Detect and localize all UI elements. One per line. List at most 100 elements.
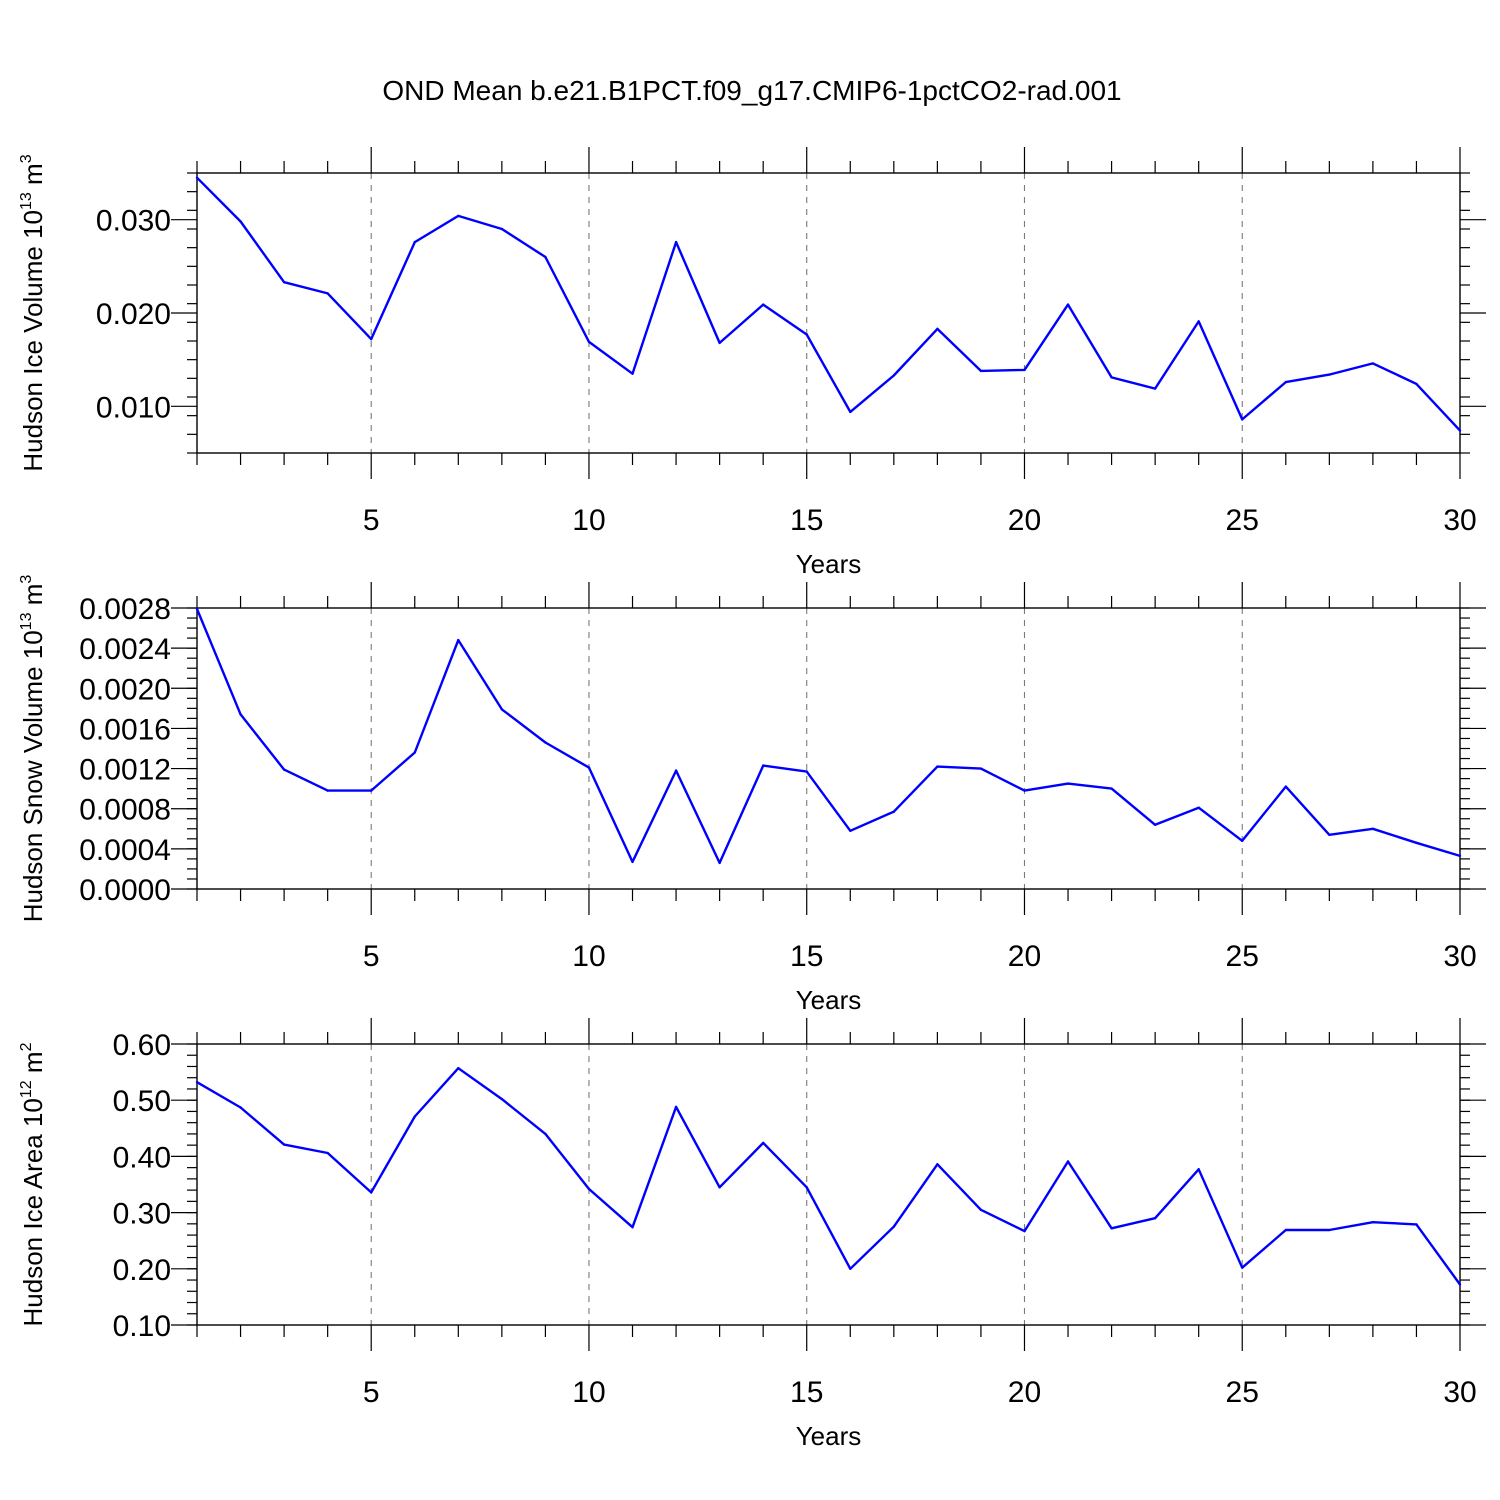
data-point <box>1153 387 1157 390</box>
y-axis-title: Hudson Ice Area 1012 m2 <box>18 1042 48 1326</box>
x-tick-label: 15 <box>790 1376 823 1409</box>
data-point <box>1371 362 1375 365</box>
x-tick-label: 20 <box>1008 940 1041 973</box>
x-tick-label: 30 <box>1443 1376 1476 1409</box>
y-tick-label: 0.010 <box>96 391 171 424</box>
x-axis-title: Years <box>796 985 862 1015</box>
x-tick-label: 10 <box>572 1376 605 1409</box>
series-line <box>196 1066 1461 1286</box>
y-tick-label: 0.0000 <box>79 874 171 907</box>
data-point <box>674 1105 678 1109</box>
data-point <box>413 1115 416 1118</box>
data-point <box>1328 833 1331 837</box>
data-point <box>1110 787 1113 790</box>
data-point <box>1023 1229 1026 1233</box>
data-point <box>1458 429 1462 432</box>
data-point <box>936 1163 939 1166</box>
x-tick-label: 25 <box>1226 504 1259 537</box>
data-point <box>370 337 373 341</box>
x-tick-label: 25 <box>1226 940 1259 973</box>
data-point <box>1458 854 1462 858</box>
x-tick-label: 20 <box>1008 504 1041 537</box>
data-point <box>1197 320 1200 323</box>
data-point <box>1371 827 1375 830</box>
y-tick-label: 0.20 <box>113 1254 171 1287</box>
data-point <box>282 768 286 771</box>
data-point <box>326 1151 329 1155</box>
series-line <box>195 608 1461 865</box>
data-point <box>457 214 460 218</box>
x-axis-title: Years <box>796 1421 862 1451</box>
data-point <box>195 607 199 611</box>
data-point <box>674 769 678 772</box>
data-point <box>1284 785 1287 788</box>
data-point <box>587 340 591 344</box>
data-point <box>849 410 852 414</box>
data-point <box>500 708 504 711</box>
data-point <box>849 1267 852 1271</box>
data-point <box>370 1191 373 1194</box>
data-point <box>544 741 547 744</box>
data-point <box>1284 380 1287 384</box>
data-point <box>1066 303 1070 306</box>
data-point <box>282 1143 286 1146</box>
data-point <box>631 1226 634 1229</box>
data-point <box>805 333 808 336</box>
data-point <box>1241 1266 1244 1269</box>
data-point <box>1415 841 1418 845</box>
plot-frame <box>196 172 1461 454</box>
data-point <box>1328 1228 1331 1232</box>
data-point <box>1023 368 1026 372</box>
data-point <box>936 327 939 331</box>
data-point <box>587 766 591 769</box>
data-point <box>1415 382 1418 386</box>
data-point <box>457 1066 460 1070</box>
data-point <box>544 255 547 259</box>
x-tick-label: 5 <box>363 940 380 973</box>
data-point <box>892 1225 896 1228</box>
data-point <box>631 860 634 864</box>
y-tick-label: 0.0012 <box>79 754 171 787</box>
data-point <box>1110 1227 1113 1230</box>
data-point <box>761 303 765 306</box>
data-point <box>761 1141 765 1145</box>
y-tick-label: 0.0024 <box>79 633 171 666</box>
y-tick-label: 0.0016 <box>79 713 171 746</box>
panel-1: 0.010 0.020 0.030 5 10 15 20 25 30 Years Hudson Ic… <box>18 147 1486 579</box>
data-point <box>936 765 939 768</box>
figure-title: OND Mean b.e21.B1PCT.f09_g17.CMIP6-1pctC… <box>382 75 1121 106</box>
y-tick-label: 0.10 <box>113 1310 171 1343</box>
data-point <box>1023 789 1026 792</box>
x-tick-label: 10 <box>572 940 605 973</box>
data-point <box>718 341 721 345</box>
panel-3: 0.10 0.20 0.30 0.40 0.50 0.60 5 10 15 20 25 30 Years… <box>18 1018 1486 1451</box>
x-tick-label: 10 <box>572 504 605 537</box>
data-point <box>1415 1223 1418 1226</box>
data-point <box>761 764 765 767</box>
plot-frame <box>196 607 1461 890</box>
data-point <box>979 1208 983 1211</box>
x-tick-label: 30 <box>1443 504 1476 537</box>
data-point <box>413 240 416 244</box>
data-point <box>239 1106 242 1109</box>
series-line <box>196 176 1461 432</box>
data-point <box>239 220 242 223</box>
data-point <box>718 1186 721 1189</box>
x-tick-label: 15 <box>790 940 823 973</box>
data-point <box>674 240 678 244</box>
data-point <box>892 374 896 377</box>
plot-frame <box>196 1043 1461 1326</box>
data-point <box>195 1081 199 1084</box>
y-axis-title: Hudson Ice Volume 1013 m3 <box>18 154 48 471</box>
x-tick-label: 15 <box>790 504 823 537</box>
data-point <box>500 227 504 231</box>
y-axis-title: Hudson Snow Volume 1013 m3 <box>18 575 48 923</box>
data-point <box>1284 1228 1287 1232</box>
data-point <box>631 372 634 375</box>
y-tick-label: 0.030 <box>96 205 171 238</box>
data-point <box>326 292 329 295</box>
y-tick-label: 0.0008 <box>79 794 171 827</box>
y-tick-label: 0.40 <box>113 1141 171 1174</box>
data-point <box>1197 806 1200 809</box>
data-point <box>457 638 460 642</box>
